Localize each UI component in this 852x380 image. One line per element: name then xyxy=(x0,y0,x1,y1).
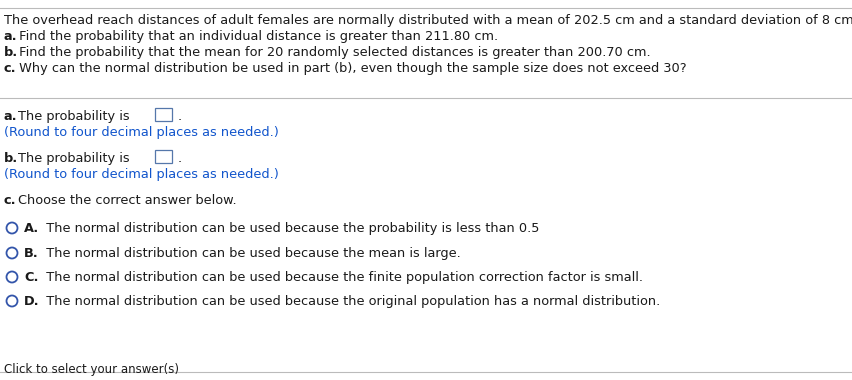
Text: The normal distribution can be used because the original population has a normal: The normal distribution can be used beca… xyxy=(38,295,660,308)
Text: D.: D. xyxy=(24,295,40,308)
FancyBboxPatch shape xyxy=(155,150,172,163)
Text: Choose the correct answer below.: Choose the correct answer below. xyxy=(18,194,237,207)
Text: The overhead reach distances of adult females are normally distributed with a me: The overhead reach distances of adult fe… xyxy=(4,14,852,27)
Text: B.: B. xyxy=(24,247,38,260)
Text: The probability is: The probability is xyxy=(18,152,130,165)
Text: C.: C. xyxy=(24,271,38,284)
Text: Find the probability that an individual distance is greater than 211.80 cm.: Find the probability that an individual … xyxy=(15,30,498,43)
Text: (Round to four decimal places as needed.): (Round to four decimal places as needed.… xyxy=(4,126,279,139)
Text: Click to select your answer(s): Click to select your answer(s) xyxy=(4,363,179,376)
Text: The normal distribution can be used because the probability is less than 0.5: The normal distribution can be used beca… xyxy=(38,222,539,235)
Text: Find the probability that the mean for 20 randomly selected distances is greater: Find the probability that the mean for 2… xyxy=(15,46,651,59)
Text: (Round to four decimal places as needed.): (Round to four decimal places as needed.… xyxy=(4,168,279,181)
Text: c.: c. xyxy=(4,194,17,207)
Text: .: . xyxy=(178,152,182,165)
Text: A.: A. xyxy=(24,222,39,235)
Text: a.: a. xyxy=(4,30,18,43)
Text: Why can the normal distribution be used in part (b), even though the sample size: Why can the normal distribution be used … xyxy=(15,62,687,75)
FancyBboxPatch shape xyxy=(155,108,172,121)
Text: a.: a. xyxy=(4,110,18,123)
Text: The normal distribution can be used because the mean is large.: The normal distribution can be used beca… xyxy=(38,247,461,260)
Text: c.: c. xyxy=(4,62,17,75)
Text: .: . xyxy=(178,110,182,123)
Text: The normal distribution can be used because the finite population correction fac: The normal distribution can be used beca… xyxy=(38,271,643,284)
Text: b.: b. xyxy=(4,46,18,59)
Text: b.: b. xyxy=(4,152,18,165)
Text: The probability is: The probability is xyxy=(18,110,130,123)
